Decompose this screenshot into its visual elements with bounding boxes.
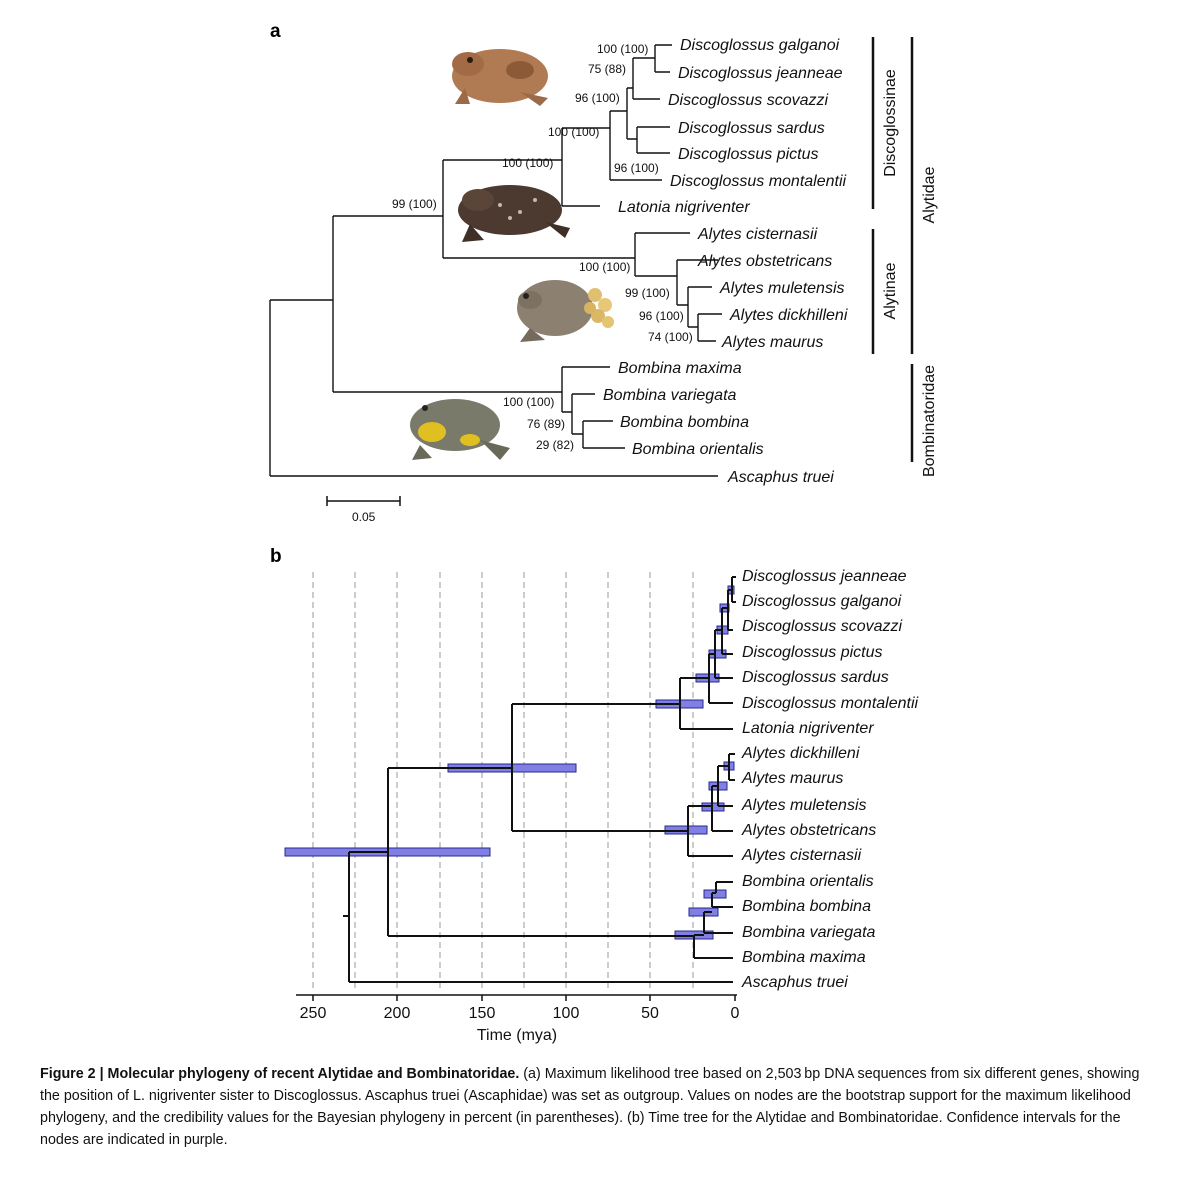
panel-b-label: b <box>270 546 282 567</box>
taxon-b: Discoglossus galganoi <box>742 593 902 610</box>
taxon-a: Alytes obstetricans <box>697 253 832 270</box>
caption-body: (a) Maximum likelihood tree based on 2,5… <box>40 1066 1140 1148</box>
figure-caption: Figure 2 | Molecular phylogeny of recent… <box>40 1063 1160 1151</box>
support-value: 100 (100) <box>503 395 554 409</box>
time-axis: 250 200 150 100 50 0 Time (mya) <box>296 994 740 1044</box>
taxon-a: Discoglossus pictus <box>678 146 819 163</box>
taxon-a: Bombina orientalis <box>632 441 764 458</box>
taxon-b: Latonia nigriventer <box>742 720 874 737</box>
taxon-b: Bombina variegata <box>742 924 876 941</box>
taxon-a: Ascaphus truei <box>727 469 834 486</box>
support-value: 96 (100) <box>575 91 620 105</box>
support-value: 100 (100) <box>548 125 599 139</box>
tree-a-taxa: Discoglossus galganoi Discoglossus jeann… <box>603 37 848 486</box>
taxon-b: Alytes dickhilleni <box>741 745 860 762</box>
support-value: 99 (100) <box>392 197 437 211</box>
clade-bombinatoridae: Bombinatoridae <box>921 365 938 477</box>
taxon-b: Bombina bombina <box>742 898 871 915</box>
support-value: 100 (100) <box>502 156 553 170</box>
taxon-b: Alytes cisternasii <box>741 847 862 864</box>
taxon-b: Bombina orientalis <box>742 873 874 890</box>
taxon-b: Discoglossus pictus <box>742 644 883 661</box>
axis-tick-label: 100 <box>553 1005 580 1022</box>
taxon-a: Bombina maxima <box>618 360 742 377</box>
frog-photo-alytes <box>517 280 614 342</box>
tree-a-supports: 100 (100) 75 (88) 96 (100) 100 (100) 100… <box>392 42 693 452</box>
taxon-a: Alytes cisternasii <box>697 226 818 243</box>
axis-title: Time (mya) <box>477 1027 557 1044</box>
taxon-a: Bombina bombina <box>620 414 749 431</box>
taxon-a: Discoglossus galganoi <box>680 37 840 54</box>
tree-b-branches <box>343 576 736 983</box>
tree-b-taxa: Discoglossus jeanneae Discoglossus galga… <box>741 568 919 991</box>
frog-photo-latonia <box>458 185 570 242</box>
axis-tick-label: 0 <box>731 1005 740 1022</box>
axis-tick-label: 150 <box>469 1005 496 1022</box>
caption-title: Figure 2 | Molecular phylogeny of recent… <box>40 1066 520 1082</box>
taxon-a: Discoglossus montalentii <box>670 173 847 190</box>
taxon-b: Discoglossus jeanneae <box>742 568 907 585</box>
frog-photo-bombina <box>410 399 510 460</box>
taxon-a: Bombina variegata <box>603 387 737 404</box>
scale-label: 0.05 <box>352 510 376 524</box>
taxon-b: Bombina maxima <box>742 949 866 966</box>
clade-alytinae: Alytinae <box>882 262 899 319</box>
taxon-b: Discoglossus scovazzi <box>742 618 903 635</box>
support-value: 100 (100) <box>597 42 648 56</box>
taxon-a: Alytes dickhilleni <box>729 307 848 324</box>
frog-photo-discoglossus <box>452 49 548 106</box>
taxon-a: Discoglossus jeanneae <box>678 65 843 82</box>
taxon-a: Discoglossus scovazzi <box>668 92 829 109</box>
taxon-a: Latonia nigriventer <box>618 199 750 216</box>
support-value: 74 (100) <box>648 330 693 344</box>
axis-tick-label: 50 <box>641 1005 659 1022</box>
support-value: 29 (82) <box>536 438 574 452</box>
panel-a-label: a <box>270 21 281 42</box>
taxon-b: Discoglossus sardus <box>742 669 889 686</box>
taxon-b: Alytes maurus <box>741 770 843 787</box>
clade-alytidae: Alytidae <box>921 166 938 223</box>
axis-tick-label: 250 <box>300 1005 327 1022</box>
support-value: 99 (100) <box>625 286 670 300</box>
axis-tick-label: 200 <box>384 1005 411 1022</box>
taxon-a: Discoglossus sardus <box>678 120 825 137</box>
figure: a <box>269 21 938 1044</box>
tree-a-branches <box>269 44 722 477</box>
taxon-a: Alytes maurus <box>721 334 823 351</box>
time-grid <box>312 572 694 990</box>
taxon-b: Alytes muletensis <box>741 797 867 814</box>
clade-discoglossinae: Discoglossinae <box>882 69 899 177</box>
support-value: 75 (88) <box>588 62 626 76</box>
taxon-b: Ascaphus truei <box>741 974 848 991</box>
confidence-intervals <box>284 585 735 940</box>
support-value: 96 (100) <box>639 309 684 323</box>
scale-bar: 0.05 <box>326 496 401 524</box>
support-value: 100 (100) <box>579 260 630 274</box>
taxon-a: Alytes muletensis <box>719 280 845 297</box>
taxon-b: Alytes obstetricans <box>741 822 876 839</box>
support-value: 76 (89) <box>527 417 565 431</box>
taxon-b: Discoglossus montalentii <box>742 695 919 712</box>
support-value: 96 (100) <box>614 161 659 175</box>
clade-brackets: Discoglossinae Alytinae Alytidae Bombina… <box>871 37 938 477</box>
